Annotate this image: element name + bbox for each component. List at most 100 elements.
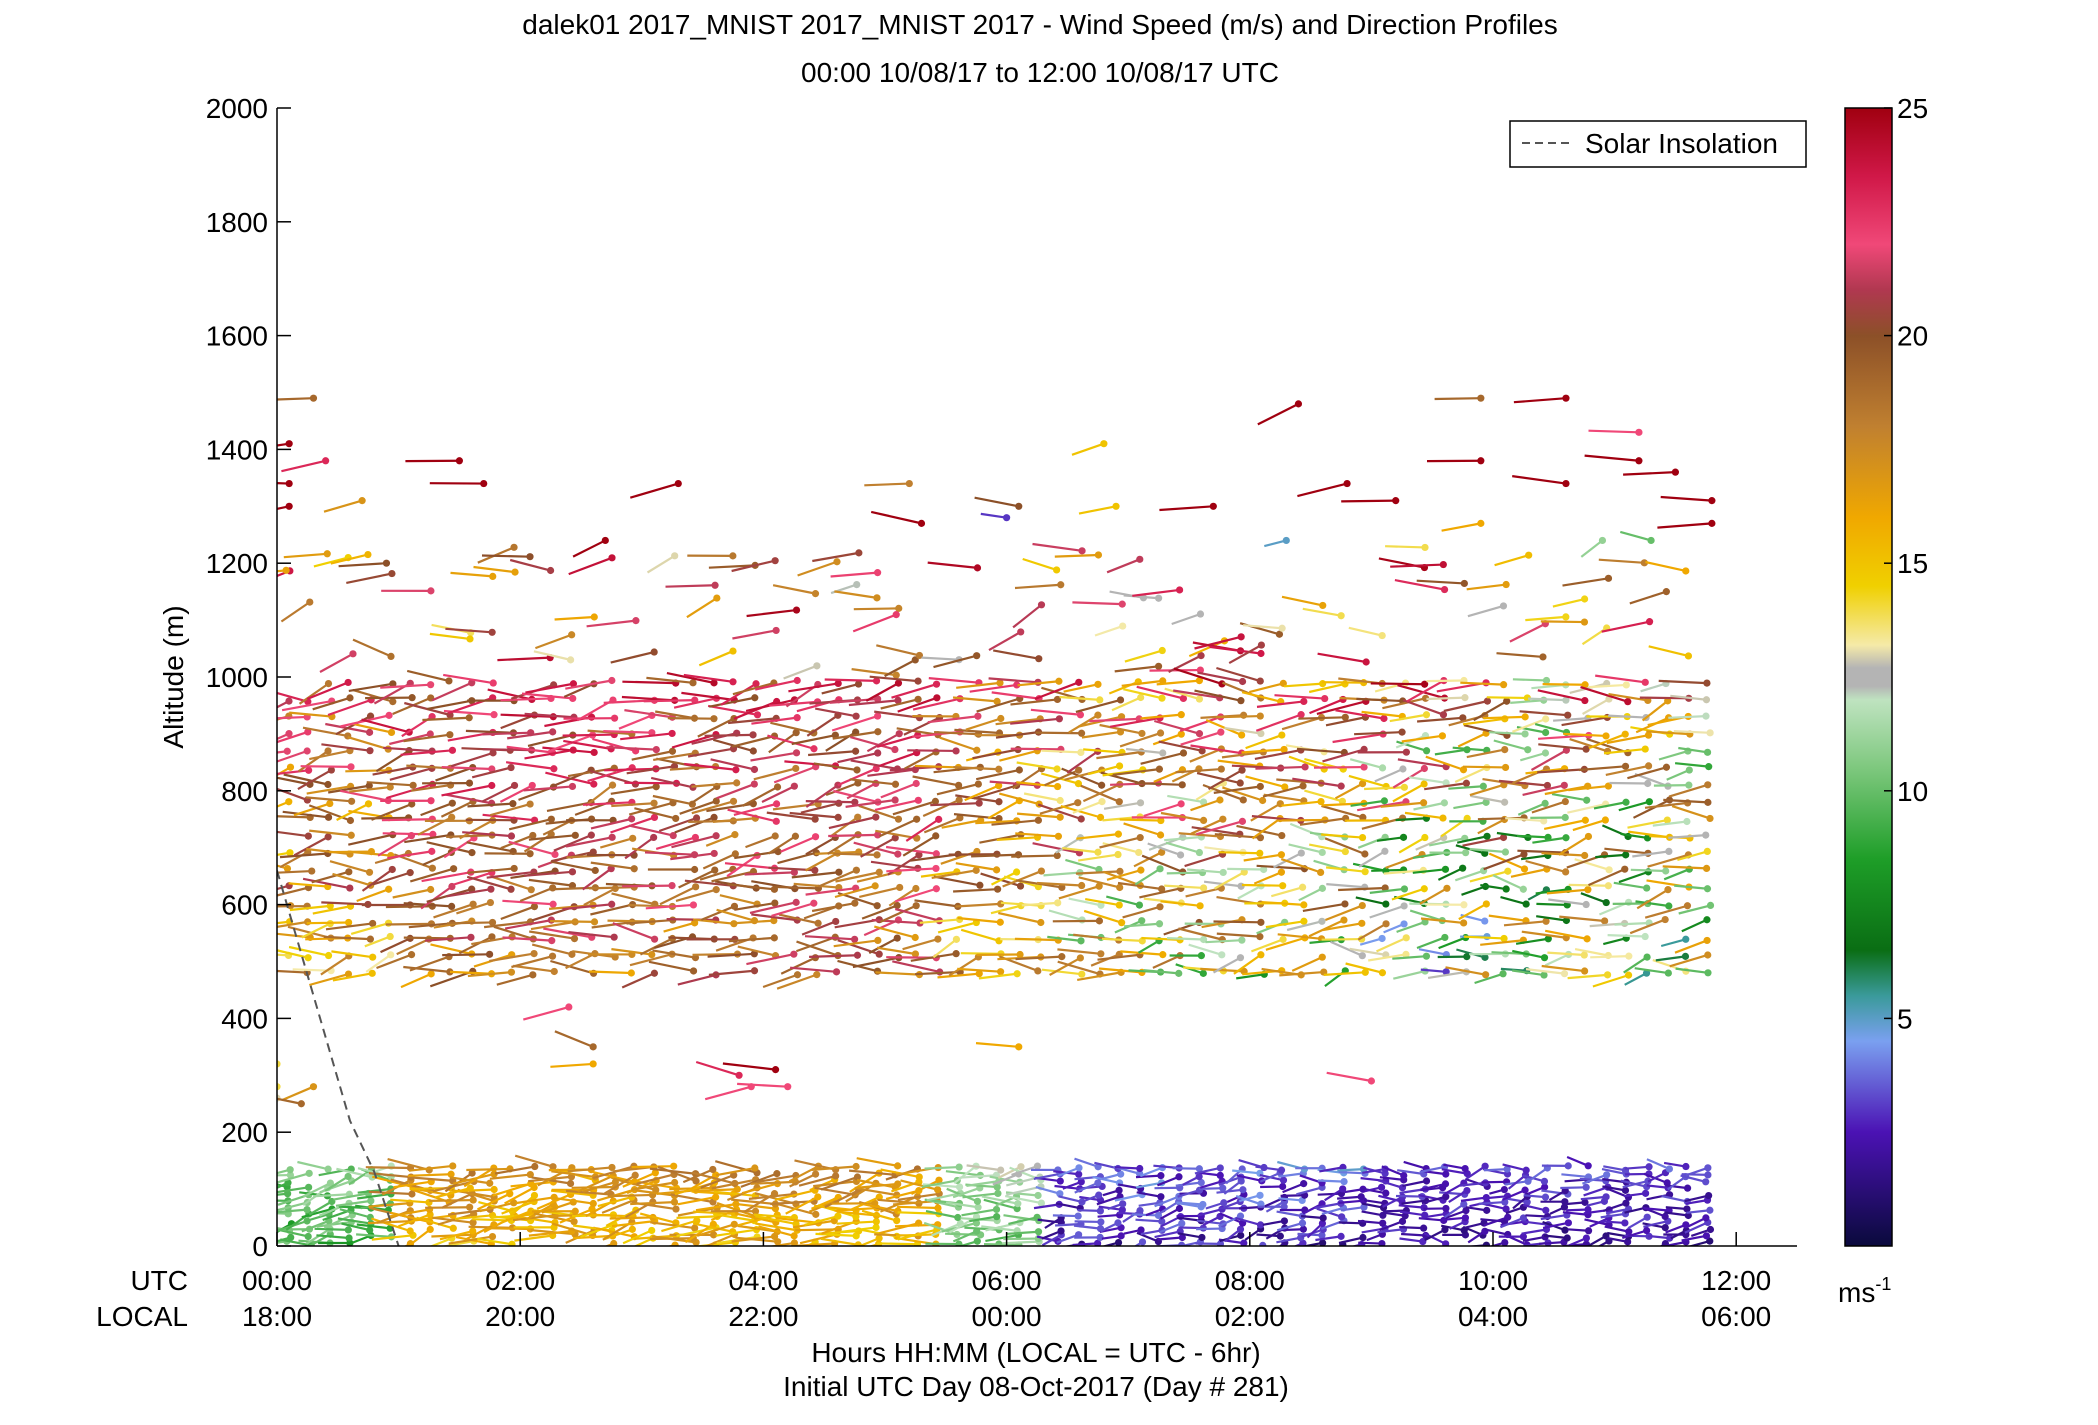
wind-barb-shaft <box>1469 847 1506 854</box>
wind-barb-shaft <box>1099 836 1141 849</box>
wind-barb-point <box>286 763 295 771</box>
wind-barb-shaft <box>1191 826 1240 836</box>
wind-barb-point <box>1219 868 1227 877</box>
wind-barb-shaft <box>1443 1203 1465 1219</box>
wind-barb-shaft <box>1068 714 1099 734</box>
wind-barb-shaft <box>1668 783 1709 798</box>
wind-barb-shaft <box>361 718 410 734</box>
wind-barb-shaft <box>1074 1181 1099 1194</box>
wind-barb-shaft <box>500 834 534 850</box>
wind-barb-point <box>1195 1172 1203 1181</box>
wind-barb-shaft <box>1478 1200 1505 1205</box>
wind-barb-shaft <box>715 1166 756 1177</box>
wind-barb-point <box>1137 1226 1145 1234</box>
wind-barb-point <box>1256 849 1264 857</box>
wind-barb-point <box>1561 813 1569 822</box>
wind-barb-shaft <box>1277 933 1322 940</box>
wind-barb-point <box>811 815 819 823</box>
wind-barb-shaft <box>874 799 919 811</box>
wind-barb-point <box>1661 915 1669 924</box>
wind-barb-shaft <box>733 700 778 720</box>
wind-barb-shaft <box>1284 682 1323 688</box>
wind-barb-shaft <box>1164 687 1200 701</box>
wind-barb-point <box>1683 817 1691 826</box>
wind-barb-shaft <box>631 1181 675 1191</box>
wind-barb-shaft <box>1120 950 1163 956</box>
wind-barb-shaft <box>611 892 656 906</box>
wind-barb-point <box>1256 782 1264 791</box>
wind-barb-shaft <box>1462 836 1504 847</box>
wind-barb-shaft <box>277 1172 310 1184</box>
wind-barb-point <box>1583 796 1591 804</box>
wind-barb-shaft <box>1011 854 1058 858</box>
wind-barb-shaft <box>678 869 716 889</box>
wind-barb-point <box>792 898 800 906</box>
wind-barb-shaft <box>1156 679 1200 686</box>
wind-barb-point <box>1318 884 1326 892</box>
wind-barb-shaft <box>1236 824 1283 837</box>
wind-barb-shaft <box>834 590 878 599</box>
wind-barb-point <box>1661 1223 1669 1232</box>
wind-barb-shaft <box>670 852 715 861</box>
wind-barb-shaft <box>850 759 898 771</box>
wind-barb-shaft <box>731 734 775 748</box>
wind-barb-point <box>630 865 638 873</box>
wind-barb-point <box>324 1165 332 1173</box>
wind-barb-shaft <box>352 688 394 703</box>
wind-barb-point <box>1116 883 1124 892</box>
wind-barb-shaft <box>429 1237 453 1246</box>
wind-barb-shaft <box>876 946 916 956</box>
wind-barb-shaft <box>702 852 736 870</box>
wind-barb-point <box>1442 779 1450 787</box>
wind-barb-shaft <box>956 681 1001 689</box>
wind-barb-point <box>1037 1199 1046 1207</box>
wind-barb-shaft <box>529 930 575 940</box>
wind-barb-point <box>1706 1225 1715 1234</box>
wind-barb-shaft <box>985 1221 1021 1232</box>
wind-barb-point <box>1056 1177 1064 1185</box>
wind-barb-shaft <box>281 699 332 712</box>
wind-barb-shaft <box>1274 694 1325 700</box>
wind-barb-point <box>1195 695 1204 703</box>
wind-barb-shaft <box>1291 956 1323 972</box>
wind-barb-point <box>894 679 903 687</box>
wind-barb-point <box>1685 766 1693 774</box>
wind-barb-point <box>1501 763 1510 772</box>
wind-barb-point <box>408 694 416 702</box>
wind-barb-shaft <box>277 815 311 819</box>
wind-barb-shaft <box>1627 818 1668 829</box>
wind-barb-shaft <box>1078 853 1119 862</box>
wind-barb-point <box>1461 694 1469 702</box>
wind-barb-point <box>894 696 902 704</box>
wind-barb-point <box>1360 763 1368 771</box>
wind-barb-point <box>1583 935 1591 943</box>
wind-barb-shaft <box>1058 1195 1083 1203</box>
wind-barb-shaft <box>1677 850 1708 862</box>
wind-barb-shaft <box>1137 939 1160 954</box>
wind-barb-point <box>508 1240 516 1246</box>
wind-barb-shaft <box>1622 1180 1649 1189</box>
wind-barb-point <box>607 865 615 873</box>
wind-barb-shaft <box>1317 652 1367 664</box>
wind-barb-shaft <box>1632 850 1670 858</box>
wind-barb-shaft <box>1213 785 1261 794</box>
wind-barb-shaft <box>565 952 596 970</box>
wind-barb-shaft <box>1299 817 1346 826</box>
wind-barb-point <box>1281 783 1289 791</box>
wind-barb-point <box>285 798 293 806</box>
wind-barb-point <box>1501 1238 1509 1246</box>
wind-barb-shaft <box>1517 802 1546 816</box>
wind-barb-shaft <box>287 925 332 940</box>
wind-barb-point <box>955 1240 963 1246</box>
wind-barb-shaft <box>746 608 797 618</box>
wind-barb-shaft <box>1467 604 1504 618</box>
wind-barb-shaft <box>1075 698 1121 713</box>
wind-barb-point <box>652 1186 660 1194</box>
wind-barb-point <box>1521 1186 1529 1194</box>
wind-barb-point <box>1540 1177 1549 1185</box>
wind-barb-shaft <box>1332 732 1384 744</box>
wind-barb-shaft <box>611 948 652 956</box>
wind-barb-shaft <box>1357 836 1386 849</box>
wind-barb-point <box>894 1180 902 1188</box>
wind-barb-shaft <box>952 696 998 703</box>
